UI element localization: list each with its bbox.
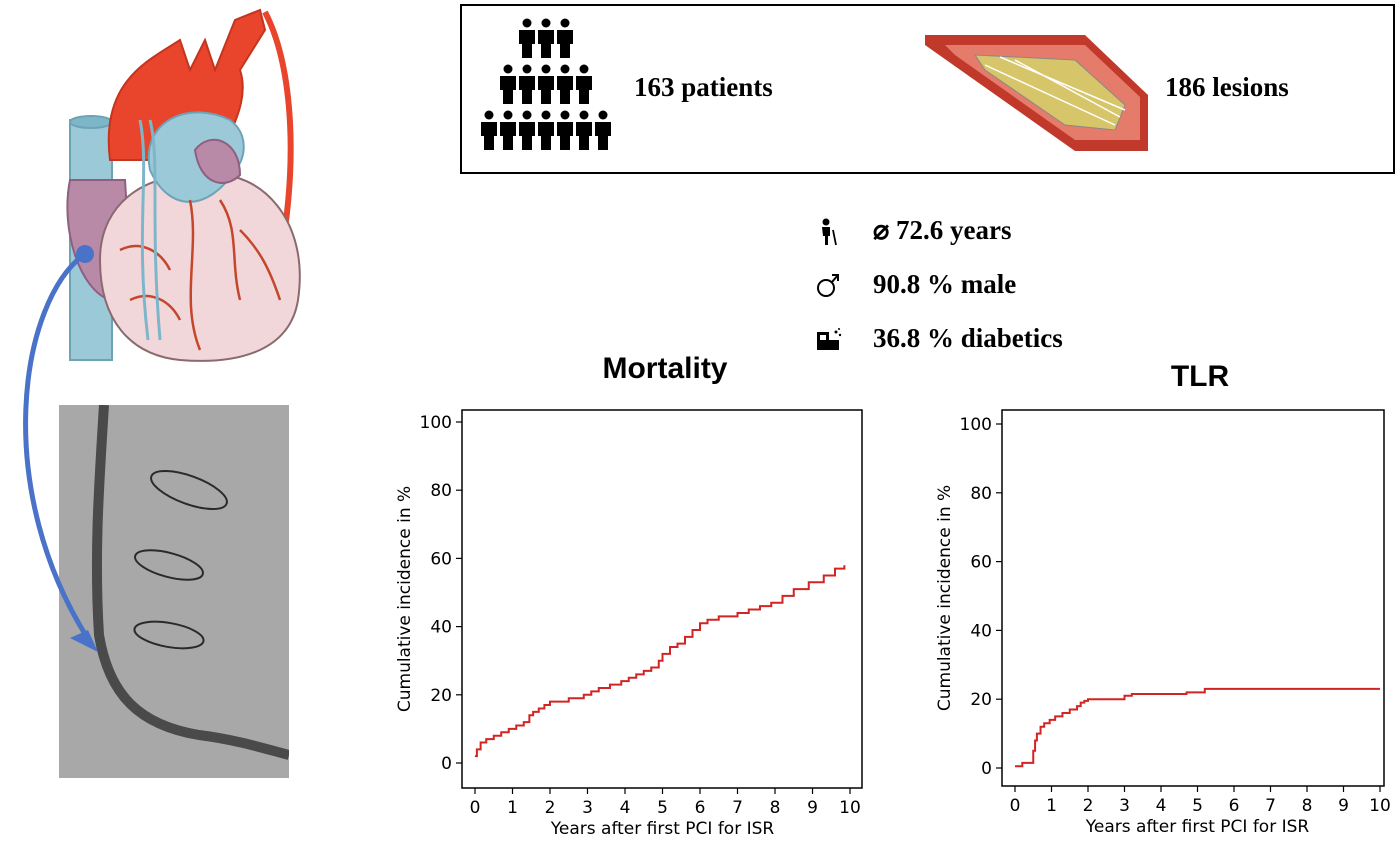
person-icon	[538, 18, 554, 58]
y-tick-label: 60	[970, 553, 992, 573]
x-tick-label: 2	[545, 798, 556, 818]
person-icon	[557, 110, 573, 150]
plot-frame	[461, 409, 863, 789]
x-tick-label: 7	[732, 798, 743, 818]
person-icon	[481, 110, 497, 150]
y-tick-label: 0	[441, 754, 452, 774]
y-axis-label: Cumulative incidence in %	[935, 485, 955, 711]
y-tick-label: 60	[430, 549, 452, 569]
person-icon	[500, 110, 516, 150]
x-tick-label: 6	[695, 798, 706, 818]
y-tick-label: 100	[420, 413, 452, 433]
x-tick-label: 9	[807, 798, 818, 818]
x-tick-label: 0	[470, 798, 481, 818]
person-icon	[595, 110, 611, 150]
y-tick-label: 0	[981, 759, 992, 779]
y-tick-label: 20	[430, 686, 452, 706]
blue-arrow-icon	[23, 245, 98, 652]
y-tick-label: 40	[970, 621, 992, 641]
y-tick-label: 80	[970, 484, 992, 504]
x-tick-label: 4	[620, 798, 631, 818]
person-icon	[538, 64, 554, 104]
diabetics-text: 36.8 % diabetics	[873, 323, 1063, 353]
chart-title-mortality: Mortality	[602, 352, 728, 385]
incidence-curve	[475, 565, 846, 758]
x-tick-label: 5	[1192, 796, 1203, 816]
plot-frame	[1001, 409, 1385, 787]
x-tick-label: 5	[657, 798, 668, 818]
x-tick-label: 8	[770, 798, 781, 818]
chart-title-tlr: TLR	[1170, 360, 1230, 393]
x-tick-label: 3	[582, 798, 593, 818]
angiogram-image	[59, 405, 289, 778]
y-tick-label: 100	[960, 415, 992, 435]
y-axis-label: Cumulative incidence in %	[395, 486, 415, 712]
person-icon	[557, 18, 573, 58]
person-icon	[576, 110, 592, 150]
lesions-count: 186 lesions	[1165, 72, 1289, 102]
x-tick-label: 2	[1083, 796, 1094, 816]
diabetes-meter-icon	[815, 326, 843, 359]
y-tick-label: 40	[430, 618, 452, 638]
x-tick-label: 1	[507, 798, 518, 818]
patients-crowd-icon	[481, 18, 611, 150]
x-tick-label: 8	[1302, 796, 1313, 816]
x-tick-label: 4	[1156, 796, 1167, 816]
x-tick-label: 3	[1119, 796, 1130, 816]
x-tick-label: 10	[1369, 796, 1391, 816]
person-icon	[538, 110, 554, 150]
x-tick-label: 9	[1338, 796, 1349, 816]
person-icon	[576, 64, 592, 104]
x-tick-label: 6	[1229, 796, 1240, 816]
male-symbol-icon	[815, 272, 841, 305]
x-axis-label: Years after first PCI for ISR	[1085, 817, 1310, 837]
incidence-curve	[1015, 687, 1380, 768]
x-tick-label: 0	[1010, 796, 1021, 816]
y-tick-label: 80	[430, 481, 452, 501]
stent-icon	[925, 35, 1148, 151]
person-icon	[500, 64, 516, 104]
patients-count: 163 patients	[634, 72, 773, 102]
person-icon	[519, 18, 535, 58]
x-axis-label: Years after first PCI for ISR	[550, 819, 775, 839]
summary-box	[460, 4, 1395, 174]
person-icon	[519, 64, 535, 104]
heart-anatomy-icon	[66, 8, 301, 362]
x-tick-label: 10	[839, 798, 861, 818]
x-tick-label: 7	[1265, 796, 1276, 816]
person-icon	[519, 110, 535, 150]
male-text: 90.8 % male	[873, 269, 1017, 299]
age-text: ⌀ 72.6 years	[873, 215, 1012, 245]
x-tick-label: 1	[1046, 796, 1057, 816]
elderly-person-icon	[815, 218, 841, 252]
person-icon	[557, 64, 573, 104]
y-tick-label: 20	[970, 690, 992, 710]
